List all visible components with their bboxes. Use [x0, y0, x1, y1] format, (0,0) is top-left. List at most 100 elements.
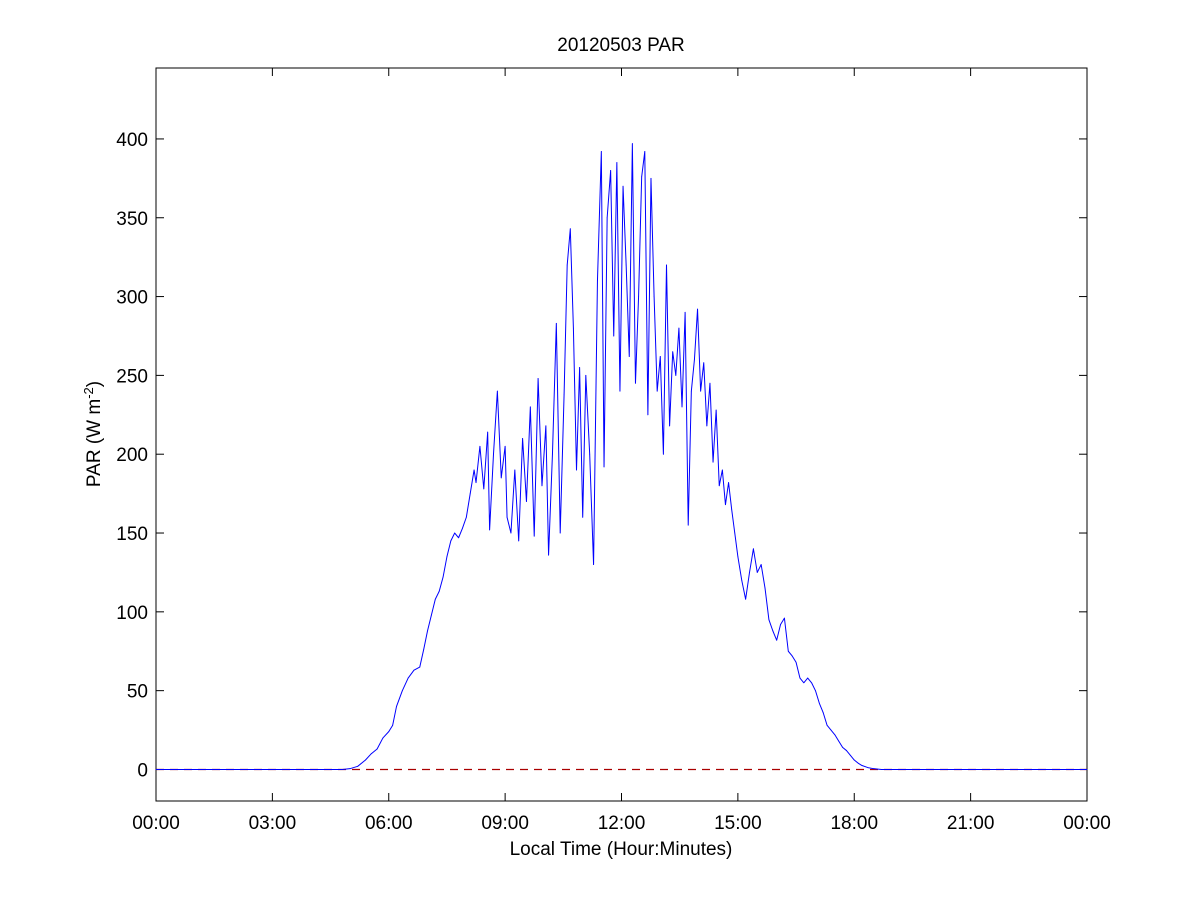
par-data-point	[653, 296, 655, 297]
par-data-point	[526, 501, 527, 502]
par-data-point	[690, 390, 692, 392]
par-data-point	[413, 669, 415, 671]
par-data-point	[697, 308, 698, 310]
par-data-point	[616, 162, 618, 163]
par-data-point	[784, 617, 785, 619]
par-data-point	[582, 516, 584, 518]
par-data-point	[842, 747, 844, 748]
par-data-point	[700, 390, 702, 392]
par-data-point	[659, 356, 661, 357]
par-data-point	[537, 378, 539, 379]
par-data-point	[644, 151, 646, 152]
par-data-point	[382, 737, 384, 739]
par-data-point	[465, 516, 467, 518]
series-layer	[155, 143, 1088, 770]
par-data-point	[566, 264, 568, 266]
par-data-point	[684, 311, 686, 313]
par-data-point	[721, 469, 723, 471]
par-data-point	[669, 425, 670, 427]
par-data-point	[795, 661, 797, 663]
par-data-point	[787, 650, 789, 652]
par-data-point	[638, 296, 639, 297]
par-data-point	[423, 649, 425, 651]
y-tick-label: 50	[127, 682, 148, 703]
par-data-point	[799, 677, 801, 679]
par-data-point	[681, 406, 683, 408]
par-data-point	[625, 264, 627, 266]
par-data-point	[834, 734, 836, 736]
par-data-point	[803, 682, 805, 684]
par-data-point	[559, 532, 561, 534]
par-data-point	[603, 466, 605, 468]
par-data-point	[496, 390, 498, 392]
par-data-point	[857, 762, 859, 764]
y-tick-label: 200	[116, 445, 148, 466]
par-data-point	[341, 769, 343, 770]
par-data-point	[431, 614, 432, 616]
y-tick-label: 350	[116, 209, 148, 230]
par-data-point	[807, 677, 809, 679]
par-data-point	[725, 504, 726, 506]
y-tick-label: 250	[116, 366, 148, 387]
par-data-point	[454, 532, 456, 534]
par-data-point	[1086, 769, 1088, 770]
par-data-point	[631, 143, 633, 145]
par-data-point	[818, 702, 820, 704]
par-data-point	[703, 362, 705, 364]
par-data-point	[675, 374, 677, 376]
par-data-point	[349, 768, 351, 770]
par-data-point	[446, 556, 448, 558]
par-data-point	[479, 445, 481, 447]
par-data-point	[849, 754, 851, 756]
x-tick-label: 12:00	[598, 813, 646, 834]
par-data-point	[731, 508, 733, 510]
par-data-point	[514, 469, 516, 471]
par-data-point	[772, 630, 774, 632]
par-data-point	[579, 367, 581, 368]
par-data-point	[585, 374, 587, 376]
par-data-point	[388, 731, 390, 733]
par-data-point	[694, 359, 695, 361]
par-data-point	[473, 469, 475, 471]
par-data-point	[811, 682, 812, 684]
par-data-point	[552, 453, 553, 455]
par-data-point	[396, 706, 397, 707]
y-axis-title: PAR (W m-2)	[81, 381, 106, 487]
x-tick-label: 00:00	[132, 813, 180, 834]
y-axis-ticks: 0 50 100 150 200 250 300 350 400	[116, 130, 1087, 781]
par-data-point	[838, 740, 840, 742]
par-data-point	[365, 759, 366, 761]
par-data-point	[756, 572, 758, 573]
x-tick-label: 06:00	[365, 813, 413, 834]
par-data-point	[712, 461, 714, 463]
x-axis-title: Local Time (Hour:Minutes)	[510, 839, 733, 860]
par-data-point	[458, 537, 459, 539]
par-data-point	[853, 759, 855, 761]
x-tick-label: 09:00	[481, 813, 529, 834]
par-data-point	[589, 453, 591, 455]
par-data-point	[600, 151, 602, 152]
par-data-point	[555, 322, 557, 324]
par-data-point	[764, 587, 766, 589]
y-tick-label: 150	[116, 524, 148, 545]
par-data-point	[881, 769, 882, 770]
par-data-point	[438, 590, 440, 592]
y-axis-title-suffix: )	[84, 381, 105, 387]
par-data-point	[573, 327, 574, 329]
par-data-point	[489, 529, 491, 531]
par-data-point	[376, 748, 378, 750]
x-tick-label: 15:00	[714, 813, 762, 834]
par-data-point	[678, 327, 680, 329]
par-data-point	[450, 540, 452, 542]
par-data-point	[749, 572, 750, 573]
par-data-point	[442, 576, 444, 578]
par-data-point	[462, 527, 463, 529]
par-data-point	[745, 598, 747, 600]
chart-title: 20120503 PAR	[557, 35, 684, 56]
par-data-point	[522, 438, 523, 439]
par-data-point	[641, 176, 643, 178]
par-data-point	[504, 445, 506, 447]
x-tick-label: 00:00	[1063, 813, 1111, 834]
par-data-point	[469, 493, 471, 495]
